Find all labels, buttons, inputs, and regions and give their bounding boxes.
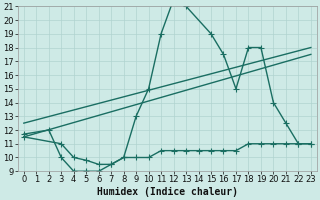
X-axis label: Humidex (Indice chaleur): Humidex (Indice chaleur) (97, 187, 238, 197)
